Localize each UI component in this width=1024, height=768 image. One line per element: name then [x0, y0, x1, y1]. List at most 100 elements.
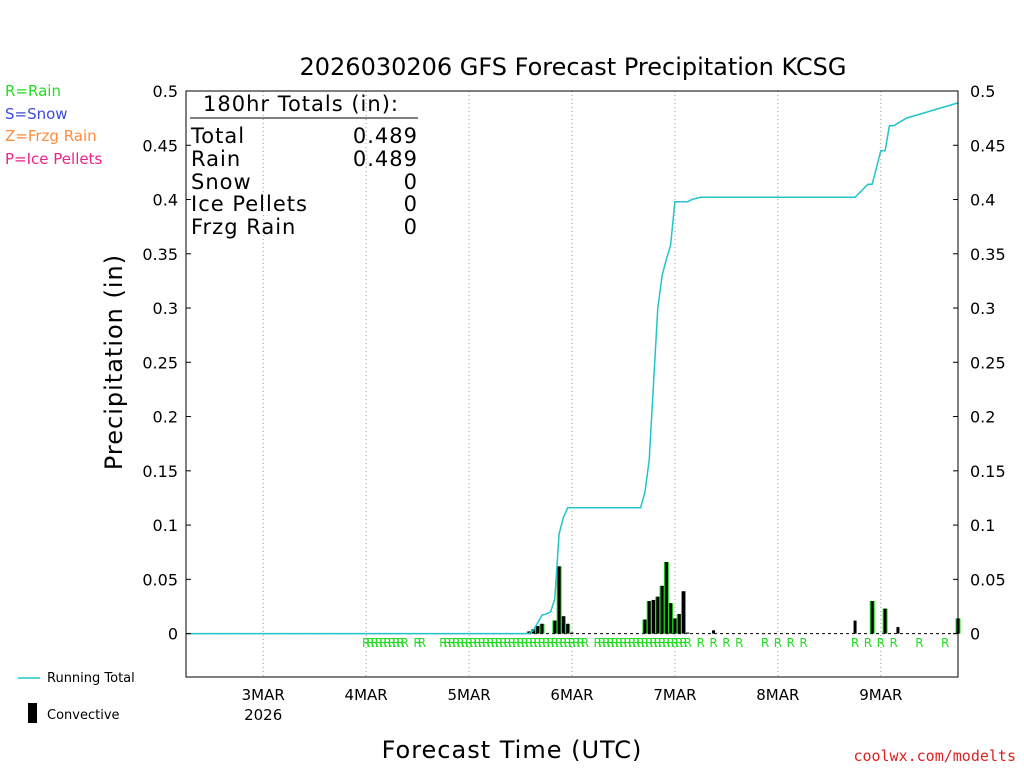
ptype-marker: R: [684, 636, 692, 650]
convective-bar: [553, 620, 557, 634]
legend-snow: S=Snow: [5, 105, 68, 123]
ptype-marker: R: [915, 636, 923, 650]
ptype-marker: R: [491, 636, 499, 650]
convective-bar: [561, 616, 565, 634]
convective-bar: [883, 608, 887, 634]
ptype-marker: R: [388, 636, 396, 650]
convective-bar: [896, 627, 900, 634]
ptype-marker: R: [456, 636, 464, 650]
convective-swatch: [28, 703, 37, 723]
x-tick-label-0: 3MAR: [242, 686, 285, 704]
totals-value-snow: 0: [404, 170, 418, 194]
y-tick-label-right: 0.25: [970, 353, 1006, 372]
ptype-marker: R: [572, 636, 580, 650]
ptype-marker: R: [941, 636, 949, 650]
y-tick-label-left: 0.5: [153, 82, 178, 101]
ptype-marker: R: [564, 636, 572, 650]
convective-bar: [853, 620, 857, 634]
totals-label-rain: Rain: [191, 147, 241, 171]
ptype-marker: R: [709, 636, 717, 650]
bars: [526, 561, 961, 634]
ptype-marker: R: [503, 636, 511, 650]
y-tick-label-left: 0.3: [153, 299, 178, 318]
convective-bar: [651, 599, 655, 634]
ptype-marker: R: [594, 636, 602, 650]
ptype-marker: R: [495, 636, 503, 650]
ptype-marker: R: [735, 636, 743, 650]
ptype-marker: R: [461, 636, 469, 650]
totals-header: 180hr Totals (in):: [203, 92, 399, 116]
ptype-marker: R: [787, 636, 795, 650]
ptype-marker: R: [877, 636, 885, 650]
ptype-marker: R: [443, 636, 451, 650]
legend-frzg-rain: Z=Frzg Rain: [5, 127, 97, 145]
ptype-marker: R: [448, 636, 456, 650]
convective-bar: [686, 632, 690, 634]
ptype-marker: R: [366, 636, 374, 650]
ptype-marker: R: [602, 636, 610, 650]
y-tick-label-right: 0.2: [970, 408, 995, 427]
ptype-marker: R: [478, 636, 486, 650]
ptype-marker: R: [641, 636, 649, 650]
y-tick-label-left: 0.45: [142, 136, 178, 155]
ptype-marker: R: [396, 636, 404, 650]
ptype-marker: R: [413, 636, 421, 650]
ptype-marker: R: [889, 636, 897, 650]
totals-value-total: 0.489: [353, 124, 418, 148]
ptype-marker: R: [598, 636, 606, 650]
convective-bar: [682, 591, 686, 634]
y-tick-label-left: 0.15: [142, 462, 178, 481]
ptype-marker: R: [658, 636, 666, 650]
ptype-marker: R: [568, 636, 576, 650]
ptype-marker: R: [469, 636, 477, 650]
convective-bar: [527, 631, 531, 634]
ptype-marker: R: [581, 636, 589, 650]
x-tick-label-6: 9MAR: [859, 686, 902, 704]
totals-value-ice-pellets: 0: [404, 192, 418, 216]
y-tick-label-right: 0.35: [970, 245, 1006, 264]
ptype-marker: R: [362, 636, 370, 650]
ptype-marker: R: [671, 636, 679, 650]
convective-bar: [870, 601, 874, 634]
ptype-marker: R: [452, 636, 460, 650]
y-axis-label: Precipitation (in): [100, 254, 128, 470]
convective-bar: [673, 618, 677, 634]
running-total-line: [186, 102, 959, 635]
ptype-marker: R: [418, 636, 426, 650]
ptype-marker: R: [628, 636, 636, 650]
convective-bar: [669, 603, 673, 634]
running-total-legend-label: Running Total: [47, 671, 135, 686]
x-tick-sublabel-0: 2026: [244, 706, 282, 724]
ptype-marker: R: [774, 636, 782, 650]
convective-bar: [570, 632, 574, 634]
ptype-marker: R: [508, 636, 516, 650]
ptype-marker: R: [473, 636, 481, 650]
ptype-marker: R: [375, 636, 383, 650]
convective-bar: [643, 619, 647, 634]
ptype-marker: R: [632, 636, 640, 650]
ptype-marker: R: [624, 636, 632, 650]
x-axis-label: Forecast Time (UTC): [382, 736, 643, 764]
y-tick-label-right: 0.3: [970, 299, 995, 318]
ptype-marker: R: [619, 636, 627, 650]
totals-label-snow: Snow: [191, 170, 252, 194]
ptype-marker: R: [542, 636, 550, 650]
ptype-legend: R=Rain S=Snow Z=Frzg Rain P=Ice Pellets: [5, 82, 102, 168]
ptype-marker: R: [615, 636, 623, 650]
y-tick-label-right: 0.45: [970, 136, 1006, 155]
ptype-marker: R: [546, 636, 554, 650]
ptype-marker: R: [645, 636, 653, 650]
convective-bar: [677, 614, 681, 634]
convective-bar: [536, 625, 540, 634]
totals-box: 180hr Totals (in): Total 0.489 Rain 0.48…: [190, 92, 418, 239]
ptype-marker: R: [499, 636, 507, 650]
convective-bar: [664, 561, 668, 634]
ptype-marker: R: [636, 636, 644, 650]
ptype-marker: R: [529, 636, 537, 650]
y-tick-label-right: 0.4: [970, 191, 995, 210]
ptype-marker: R: [383, 636, 391, 650]
ptype-marker: R: [392, 636, 400, 650]
legend-ice-pellets: P=Ice Pellets: [5, 150, 102, 168]
ptype-marker: R: [379, 636, 387, 650]
